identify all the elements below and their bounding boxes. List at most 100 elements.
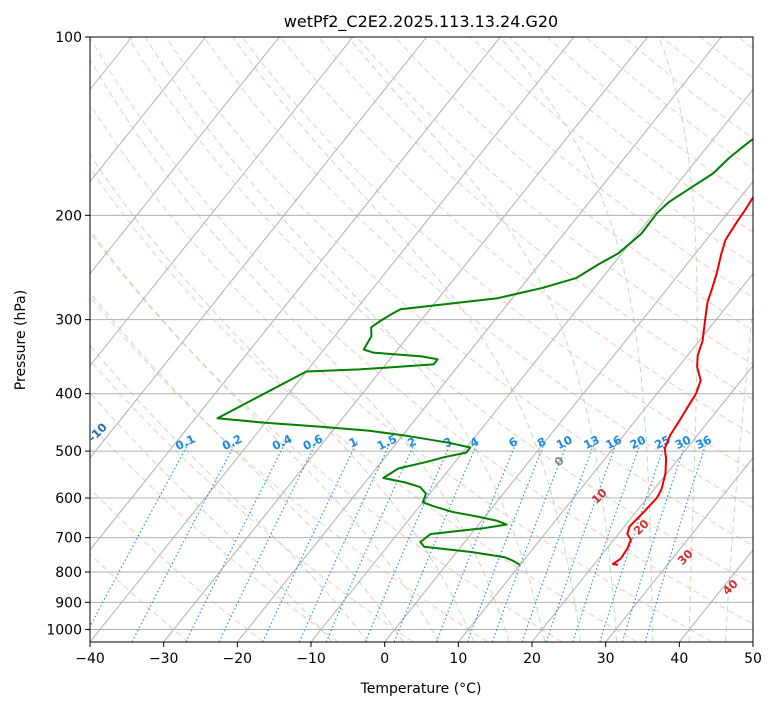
mixing-ratio-line bbox=[599, 440, 667, 642]
moist-adiabat-line bbox=[90, 153, 475, 642]
dry-adiabat-label: -20 bbox=[1, 391, 26, 416]
moist-adiabat-label: 40 bbox=[720, 577, 741, 598]
dry-adiabat-line bbox=[90, 295, 488, 642]
moist-adiabat-line bbox=[658, 37, 698, 642]
moist-adiabat-line bbox=[232, 37, 582, 642]
y-tick-label: 500 bbox=[55, 444, 82, 460]
moist-adiabat-line bbox=[90, 344, 369, 642]
moist-adiabat-line bbox=[90, 228, 439, 642]
mixing-ratio-line bbox=[621, 440, 687, 642]
mixing-ratio-line bbox=[262, 440, 359, 642]
y-tick-label: 800 bbox=[55, 565, 82, 581]
y-tick-label: 700 bbox=[55, 531, 82, 547]
series-layer bbox=[216, 137, 753, 566]
dry-adiabat-line bbox=[165, 37, 753, 547]
mixing-ratio-label: 13 bbox=[581, 433, 602, 453]
moist-adiabat-line bbox=[499, 37, 654, 642]
x-axis-ticks: −40 −30 −20 −10 0 10 20 30 40 50 bbox=[75, 642, 762, 667]
isotherm-line bbox=[457, 272, 753, 642]
mixing-ratio-label: 20 bbox=[628, 433, 649, 453]
chart-title: wetPf2_C2E2.2025.113.13.24.G20 bbox=[284, 12, 558, 32]
isotherm-line bbox=[384, 180, 753, 642]
x-tick-label: 10 bbox=[449, 651, 467, 667]
isotherm-line bbox=[752, 641, 753, 642]
mixing-ratio-label: 36 bbox=[693, 433, 714, 453]
x-axis-label: Temperature (°C) bbox=[360, 681, 482, 697]
x-tick-label: 40 bbox=[670, 651, 688, 667]
x-tick-label: −40 bbox=[75, 651, 105, 667]
isotherm-line bbox=[90, 37, 428, 459]
isotherm-line bbox=[90, 37, 354, 367]
dry-adiabat-line bbox=[318, 37, 753, 401]
isotherm-line bbox=[531, 364, 753, 642]
mixing-ratio-line bbox=[90, 440, 191, 628]
isotherm-line bbox=[678, 549, 753, 642]
dry-adiabat-line bbox=[737, 37, 753, 49]
dry-adiabat-line bbox=[241, 37, 753, 472]
dry-adiabat-line bbox=[90, 487, 264, 642]
mixing-ratio-label: 0.4 bbox=[270, 432, 294, 454]
x-tick-label: 50 bbox=[744, 651, 762, 667]
moist-adiabat-label: 10 bbox=[589, 486, 610, 507]
y-tick-label: 300 bbox=[55, 313, 82, 329]
mixing-ratio-label: 0.2 bbox=[220, 432, 244, 454]
moist-adiabat-line bbox=[90, 291, 404, 642]
mixing-ratio-line bbox=[364, 440, 453, 642]
zero-label: 0 bbox=[551, 453, 567, 469]
dry-adiabat-line bbox=[356, 37, 753, 366]
mixing-ratio-label: 1 bbox=[347, 434, 360, 450]
mixing-ratio-line bbox=[298, 440, 392, 642]
x-tick-label: 30 bbox=[597, 651, 615, 667]
moist-adiabat-line bbox=[144, 37, 546, 642]
dry-adiabat-line bbox=[699, 37, 753, 79]
isotherm-line bbox=[605, 457, 753, 642]
dry-adiabat-line bbox=[90, 37, 753, 625]
mixing-ratio-line bbox=[185, 440, 287, 642]
x-tick-label: 20 bbox=[523, 651, 541, 667]
y-axis-ticks: 100 200 300 400 500 600 700 800 900 1000 bbox=[46, 30, 90, 638]
mixing-ratio-line bbox=[491, 440, 569, 642]
y-tick-label: 200 bbox=[55, 208, 82, 224]
mixing-ratio-label: 16 bbox=[603, 433, 624, 453]
dry-adiabat-line bbox=[203, 37, 753, 509]
y-axis-label: Pressure (hPa) bbox=[13, 290, 29, 390]
dry-adiabat-line bbox=[90, 553, 190, 642]
dry-adiabat-line bbox=[127, 37, 753, 586]
mixing-ratio-line bbox=[325, 440, 417, 642]
x-tick-label: −10 bbox=[296, 651, 326, 667]
plot-frame bbox=[89, 36, 754, 643]
moist-adiabat-line bbox=[725, 300, 753, 642]
y-tick-label: 400 bbox=[55, 387, 82, 403]
x-tick-label: 0 bbox=[380, 651, 389, 667]
y-tick-label: 1000 bbox=[46, 622, 82, 638]
y-tick-label: 600 bbox=[55, 491, 82, 507]
dry-adiabat-line bbox=[90, 231, 563, 642]
mixing-ratio-label: 0.6 bbox=[301, 432, 325, 454]
x-tick-label: −30 bbox=[149, 651, 179, 667]
dry-adiabat-line bbox=[470, 37, 753, 266]
dry-adiabat-label: -10 bbox=[85, 420, 110, 445]
isotherm-line bbox=[90, 37, 501, 551]
mixing-ratio-label: 10 bbox=[554, 433, 575, 453]
y-tick-label: 100 bbox=[55, 30, 82, 46]
mixing-ratio-line bbox=[521, 440, 596, 642]
isotherm-line bbox=[310, 88, 753, 642]
moist-adiabat-line bbox=[347, 37, 618, 642]
isotherm-line bbox=[90, 37, 207, 183]
isotherm-line bbox=[90, 37, 575, 642]
x-tick-label: −20 bbox=[223, 651, 253, 667]
background-lines bbox=[90, 37, 753, 642]
dry-adiabat-line bbox=[432, 37, 753, 298]
y-tick-label: 900 bbox=[55, 595, 82, 611]
moist-adiabat-line bbox=[90, 392, 333, 642]
dry-adiabat-line bbox=[508, 37, 753, 233]
mixing-ratio-label: 8 bbox=[535, 434, 548, 450]
temperature-line bbox=[611, 195, 753, 566]
isotherm-line bbox=[90, 37, 280, 275]
dry-adiabat-line bbox=[90, 103, 712, 642]
moist-adiabat-line bbox=[90, 58, 510, 642]
mixing-ratio-line bbox=[131, 440, 238, 642]
isotherm-line bbox=[163, 37, 649, 642]
